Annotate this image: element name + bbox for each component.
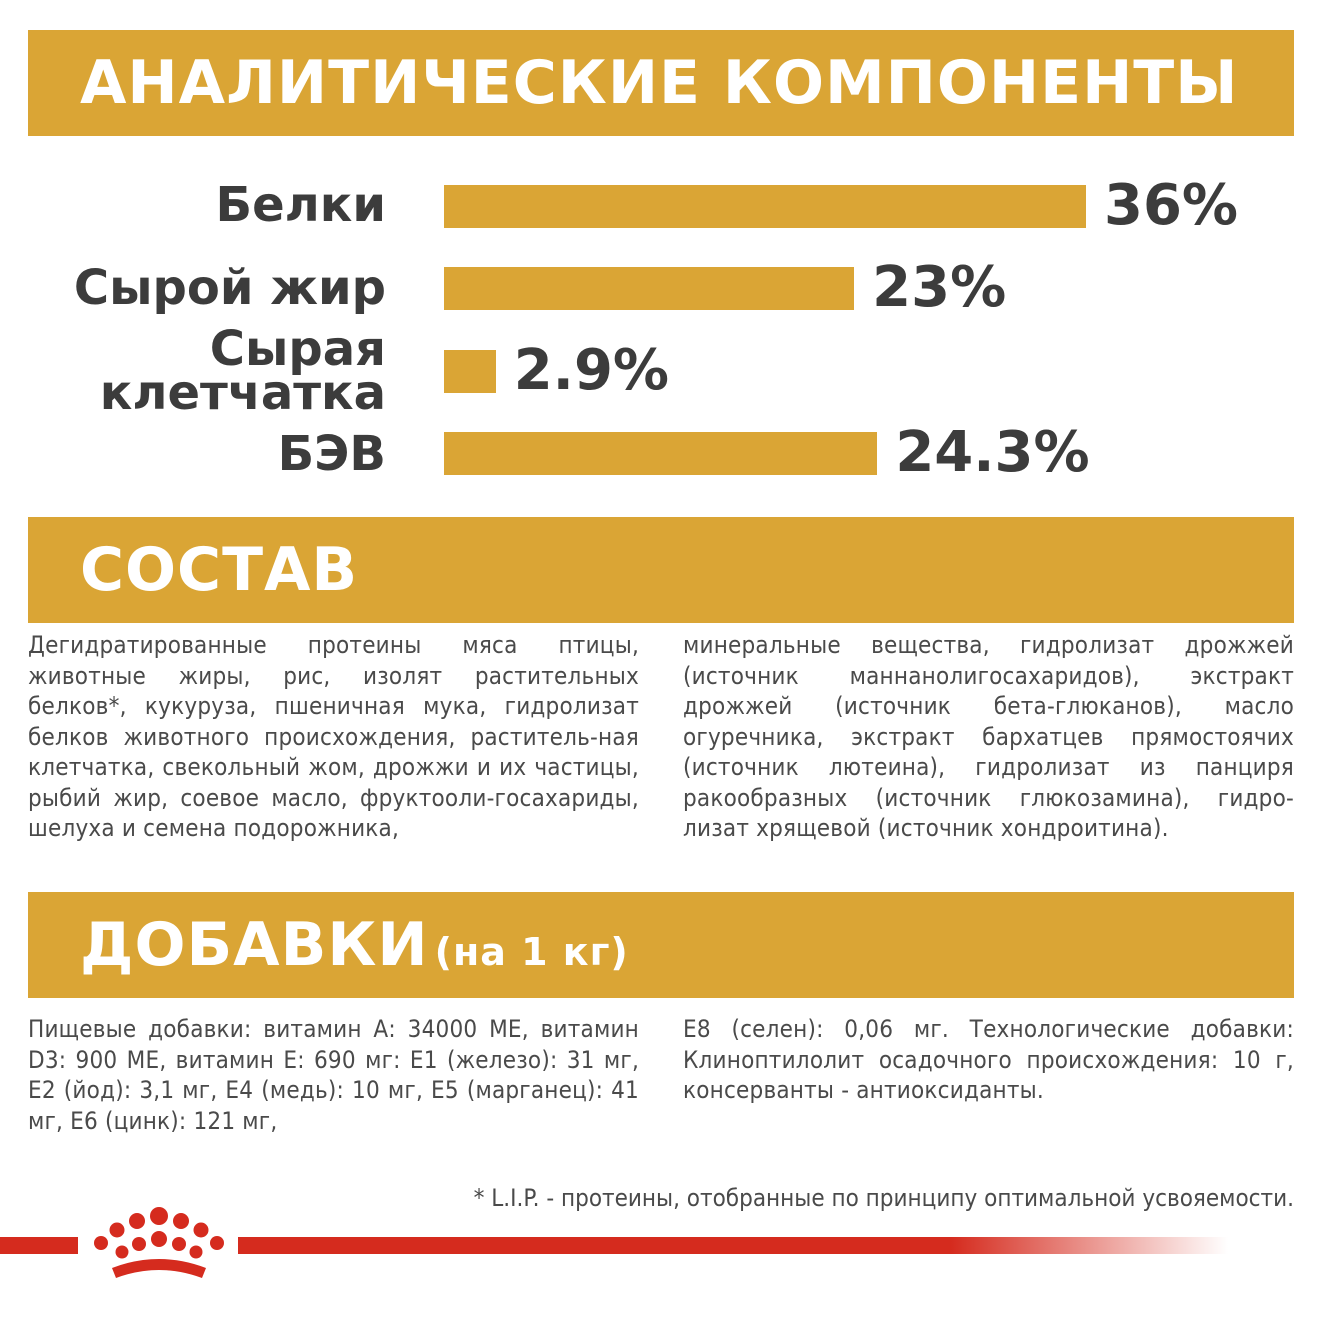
red-stripe-left [0,1237,78,1254]
composition-band: СОСТАВ [28,517,1294,623]
additives-text-right: E8 (селен): 0,06 мг. Технологические доб… [683,1015,1294,1104]
value-fat: 23% [872,255,1007,320]
bar-fat [444,267,855,310]
value-protein: 36% [1104,173,1239,238]
additives-heading-sub: (на 1 кг) [434,930,629,974]
composition-heading: СОСТАВ [80,535,359,605]
composition-text-right: минеральные вещества, гидролизат дрожжей… [683,631,1294,842]
royal-canin-crown-icon [94,1207,224,1278]
value-fiber: 2.9% [513,338,670,403]
row-label-fiber: Сырая клетчатка [99,321,386,421]
bar-protein [444,185,1086,228]
additives-heading-main: ДОБАВКИ [80,910,429,980]
additives-heading: ДОБАВКИ (на 1 кг) [80,892,629,1005]
row-label-nfe: БЭВ [277,426,386,482]
row-label-fat: Сырой жир [73,260,386,316]
footnote: * L.I.P. - протеины, отобранные по принц… [473,1184,1294,1212]
value-nfe: 24.3% [895,420,1090,485]
row-label-protein: Белки [215,177,386,233]
analytics-band: АНАЛИТИЧЕСКИЕ КОМПОНЕНТЫ [28,30,1294,136]
bar-nfe [444,432,878,475]
composition-text-left: Дегидратированные протеины мяса птицы, ж… [28,631,639,842]
analytics-heading: АНАЛИТИЧЕСКИЕ КОМПОНЕНТЫ [80,48,1239,118]
bar-fiber [444,350,496,393]
red-stripe-right [238,1237,1228,1254]
additives-band: ДОБАВКИ (на 1 кг) [28,892,1294,998]
additives-text-left: Пищевые добавки: витамин А: 34000 МЕ, ви… [28,1015,639,1135]
